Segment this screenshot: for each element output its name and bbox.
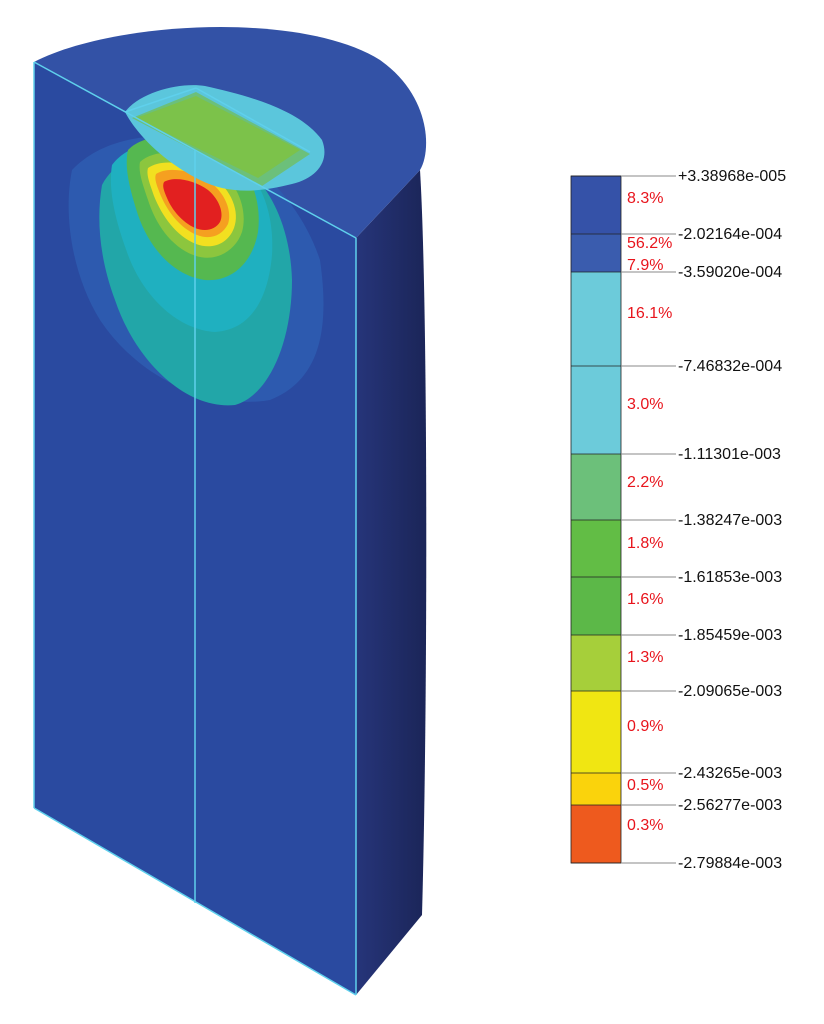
cylinder-model — [33, 27, 427, 996]
edge-load-patch — [124, 87, 197, 113]
legend-bands — [570, 175, 622, 864]
top-contour-lime — [136, 96, 300, 178]
legend-band-percent: 1.3% — [627, 649, 663, 666]
edge-bottom-cut — [33, 807, 357, 996]
cylinder-curved-side — [356, 170, 427, 995]
legend-band — [571, 176, 621, 234]
legend-value: -7.46832e-004 — [678, 358, 782, 375]
legend-band-percent: 2.2% — [627, 474, 663, 491]
legend-band — [571, 805, 621, 863]
contour-band-red — [163, 179, 222, 230]
legend-band-percent: 1.8% — [627, 535, 663, 552]
legend-value: -2.02164e-004 — [678, 226, 782, 243]
legend-band-percent: 1.6% — [627, 591, 663, 608]
legend-value: -1.85459e-003 — [678, 627, 782, 644]
stress-contours — [68, 136, 324, 406]
top-face-contours — [125, 85, 325, 191]
legend-band — [571, 635, 621, 691]
legend-band-percent: 0.5% — [627, 777, 663, 794]
legend-band-percent: 0.9% — [627, 718, 663, 735]
legend-value: -1.11301e-003 — [678, 446, 781, 463]
legend-band — [571, 520, 621, 577]
legend-value: -2.43265e-003 — [678, 765, 782, 782]
legend-percents: 8.3% 56.2% 7.9% 16.1% 3.0% 2.2% 1.8% 1.6% 1.3% 0.… — [627, 190, 672, 834]
color-legend: +3.38968e-005 -2.02164e-004 -3.59020e-004 -… — [570, 168, 786, 872]
legend-leader-lines — [571, 175, 676, 864]
edge-load-patch-2 — [195, 87, 311, 153]
legend-value: +3.38968e-005 — [678, 168, 786, 185]
legend-band-percent: 0.3% — [627, 817, 663, 834]
legend-band — [571, 773, 621, 805]
legend-band — [571, 454, 621, 520]
legend-value: -3.59020e-004 — [678, 264, 782, 281]
legend-value: -2.56277e-003 — [678, 797, 782, 814]
legend-value: -1.38247e-003 — [678, 512, 782, 529]
legend-band-percent: 7.9% — [627, 257, 663, 274]
model-edges — [33, 61, 357, 996]
legend-band-percent: 16.1% — [627, 305, 672, 322]
legend-band-percent: 3.0% — [627, 396, 663, 413]
legend-value: -1.61853e-003 — [678, 569, 782, 586]
legend-band-percent: 8.3% — [627, 190, 663, 207]
legend-value: -2.09065e-003 — [678, 683, 782, 700]
legend-band — [571, 272, 621, 366]
legend-band-percent: 56.2% — [627, 235, 672, 252]
legend-value: -2.79884e-003 — [678, 855, 782, 872]
legend-values: +3.38968e-005 -2.02164e-004 -3.59020e-004 -… — [678, 168, 786, 872]
legend-band — [571, 691, 621, 773]
legend-band — [571, 577, 621, 635]
legend-band — [571, 366, 621, 454]
legend-band — [571, 234, 621, 272]
